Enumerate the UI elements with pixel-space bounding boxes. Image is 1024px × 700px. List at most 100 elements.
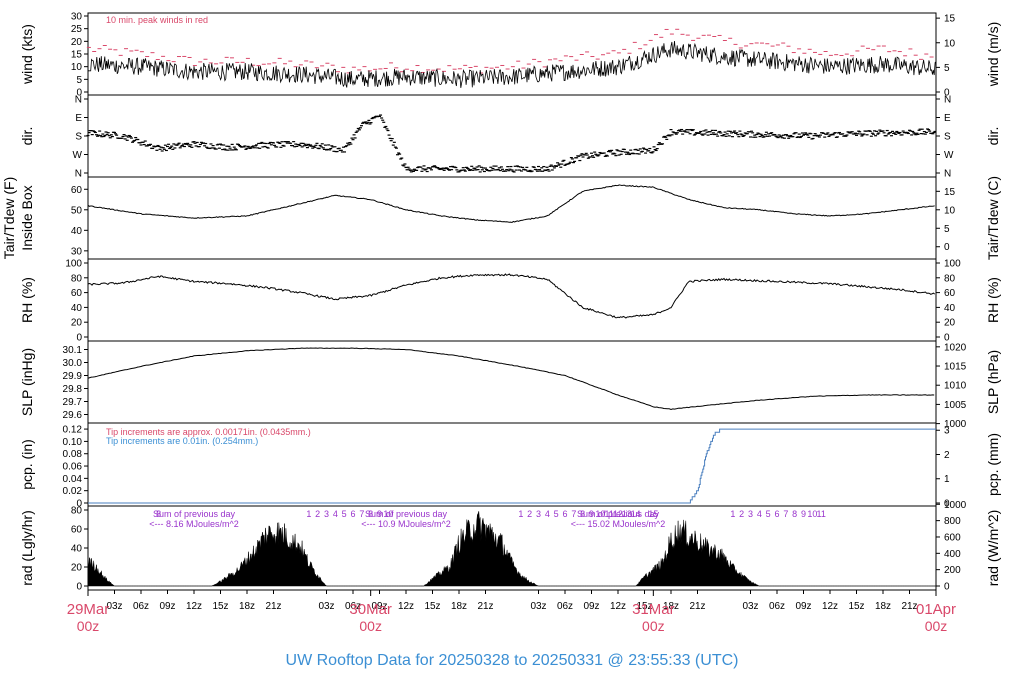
wind-left-tick-label: 15 xyxy=(71,50,83,61)
slp-right-tick-label: 1015 xyxy=(944,362,967,373)
temp-right-axis-label: Tair/Tdew (C) xyxy=(985,176,1001,260)
rad-hour-mark: 2 xyxy=(315,509,320,519)
x-hour-tick-label: 06z xyxy=(557,601,573,612)
temp-right-tick-label: 10 xyxy=(944,205,956,216)
pcp-left-tick-label: 0 xyxy=(76,499,82,510)
temp-left-tick-label: 60 xyxy=(71,185,83,196)
wind-right-tick-label: 0 xyxy=(944,88,950,99)
rh-right-tick-label: 20 xyxy=(944,318,956,329)
rad-hour-mark: 14 xyxy=(631,509,641,519)
pcp-right-tick-label: 3 xyxy=(944,426,950,437)
wind-left-tick-label: 0 xyxy=(76,88,82,99)
rad-sum-label: Sum of previous day xyxy=(365,509,448,519)
pcp-left-tick-label: 0.10 xyxy=(63,437,83,448)
slp-panel: 29.6 29.7 29.8 29.9 30.0 30.1 1000 1005 1010 1015… xyxy=(19,340,1001,430)
dir-left-tick-label: N xyxy=(75,169,82,180)
x-axis: 03z 06z 09z 12z 15z 18z 21z 03z 06z 09z 12z 15z 18z 2… xyxy=(67,590,956,634)
rad-hour-mark: 4 xyxy=(757,509,762,519)
rad-right-tick-label: 600 xyxy=(944,532,961,543)
rad-hour-mark: 11 xyxy=(816,509,825,519)
rad-hour-mark: 6 xyxy=(350,509,355,519)
x-hour-tick-label: 21z xyxy=(477,601,493,612)
wind-right-tick-label: 15 xyxy=(944,14,956,25)
rad-hour-mark: 5 xyxy=(554,509,559,519)
temp-panel: 30 40 50 60 0 5 10 15 Tair/Tdew (F) Inside Box Tai… xyxy=(1,176,1001,260)
pcp-tip-note-2: Tip increments are 0.01in. (0.254mm.) xyxy=(106,436,258,446)
rad-hour-mark: 9 xyxy=(589,509,594,519)
x-date-day-label: 30Mar xyxy=(349,601,392,618)
rad-sum-label: Sum of previous day xyxy=(153,509,236,519)
slp-right-tick-label: 1005 xyxy=(944,400,967,411)
rad-hour-mark: 1 xyxy=(730,509,735,519)
dir-right-tick-label: N xyxy=(944,169,951,180)
temp-right-tick-label: 5 xyxy=(944,224,950,235)
rad-hour-mark: 12 xyxy=(613,509,623,519)
slp-left-tick-label: 30.0 xyxy=(63,358,83,369)
x-hour-tick-label: 12z xyxy=(822,601,838,612)
x-date-hour-label: 00z xyxy=(77,618,100,634)
dir-left-tick-label: W xyxy=(73,150,83,161)
x-hour-tick-label: 15z xyxy=(636,601,652,612)
rad-right-axis-label: rad (W/m^2) xyxy=(985,510,1001,587)
pcp-left-axis-label: pcp. (in) xyxy=(19,439,35,490)
rad-hour-mark: 10 xyxy=(383,509,393,519)
slp-left-tick-label: 29.9 xyxy=(63,371,83,382)
rh-right-tick-label: 80 xyxy=(944,273,956,284)
x-hour-tick-label: 15z xyxy=(212,601,228,612)
wind-left-tick-label: 10 xyxy=(71,62,83,73)
rh-left-tick-label: 80 xyxy=(71,273,83,284)
pcp-left-tick-label: 0.04 xyxy=(63,474,83,485)
slp-left-tick-label: 29.6 xyxy=(63,410,83,421)
rh-left-tick-label: 20 xyxy=(71,318,83,329)
x-hour-tick-label: 18z xyxy=(239,601,255,612)
temp-left-axis-label: Inside Box xyxy=(19,185,35,250)
temp-left-axis-label: Tair/Tdew (F) xyxy=(1,177,17,259)
dir-right-tick-label: S xyxy=(944,132,951,143)
wind-left-tick-label: 20 xyxy=(71,37,83,48)
rad-hour-mark: 9 xyxy=(801,509,806,519)
temp-left-tick-label: 30 xyxy=(71,246,83,257)
rh-panel: 0 20 40 60 80 100 0 20 40 60 80 100 RH (%) RH (%) xyxy=(19,258,1001,344)
rad-hour-mark: 3 xyxy=(324,509,329,519)
x-hour-tick-label: 09z xyxy=(159,601,175,612)
slp-right-tick-label: 1020 xyxy=(944,342,967,353)
pcp-left-tick-label: 0.06 xyxy=(63,462,83,473)
pcp-line xyxy=(88,428,936,504)
x-date-hour-label: 00z xyxy=(925,618,948,634)
wind-frame xyxy=(87,12,937,96)
rad-hour-mark: 7 xyxy=(571,509,576,519)
x-hour-tick-label: 21z xyxy=(689,601,705,612)
chart-title: UW Rooftop Data for 20250328 to 20250331… xyxy=(286,652,739,669)
rad-hour-mark: 7 xyxy=(783,509,788,519)
wind-peak-note: 10 min. peak winds in red xyxy=(106,15,208,25)
rad-hour-mark: 2 xyxy=(527,509,532,519)
x-date-hour-label: 00z xyxy=(642,618,665,634)
slp-left-tick-label: 29.7 xyxy=(63,397,83,408)
slp-right-tick-label: 1010 xyxy=(944,381,967,392)
dir-left-tick-label: N xyxy=(75,95,82,106)
rad-hour-mark: 2 xyxy=(739,509,744,519)
dir-left-tick-label: E xyxy=(75,113,82,124)
rad-right-tick-label: 1000 xyxy=(944,500,967,511)
rad-hour-mark: 3 xyxy=(536,509,541,519)
rh-right-tick-label: 100 xyxy=(944,259,961,270)
temp-left-tick-label: 50 xyxy=(71,205,83,216)
x-hour-tick-label: 09z xyxy=(371,601,387,612)
pcp-right-tick-label: 1 xyxy=(944,474,950,485)
slp-left-tick-label: 29.8 xyxy=(63,384,83,395)
rad-left-tick-label: 20 xyxy=(71,563,83,574)
slp-right-tick-label: 1000 xyxy=(944,419,967,430)
x-hour-tick-label: 09z xyxy=(795,601,811,612)
x-hour-tick-label: 18z xyxy=(875,601,891,612)
x-hour-tick-label: 06z xyxy=(345,601,361,612)
rad-sum-label: Sum of previous day xyxy=(577,509,660,519)
rad-area xyxy=(87,511,936,587)
rad-hour-mark: 11 xyxy=(604,509,613,519)
wind-speed-line xyxy=(87,40,937,88)
x-hour-tick-label: 12z xyxy=(398,601,414,612)
rad-hour-mark: 1 xyxy=(518,509,523,519)
x-hour-tick-label: 03z xyxy=(318,601,334,612)
